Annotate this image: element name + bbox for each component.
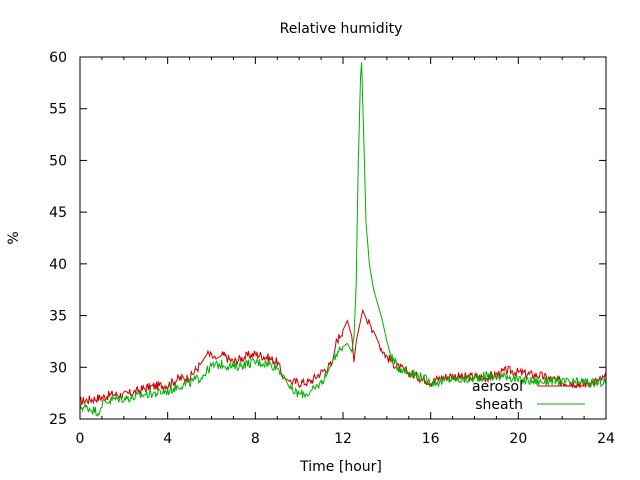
series-line-sheath	[79, 62, 607, 417]
x-tick-label: 12	[334, 431, 352, 447]
y-axis-label: %	[6, 231, 22, 244]
y-tick-label: 45	[49, 205, 67, 221]
x-tick-label: 8	[251, 431, 260, 447]
x-tick-label: 4	[163, 431, 172, 447]
chart-title: Relative humidity	[280, 21, 403, 37]
legend-label-aerosol: aerosol	[472, 379, 523, 395]
plot-frame	[79, 56, 607, 420]
x-tick-label: 0	[76, 431, 85, 447]
y-tick-label: 55	[49, 102, 67, 118]
axis-ticks: 0 4 8 12 16 20 24 25 30 35 40 45 50 55 60	[49, 50, 615, 447]
series-line-aerosol	[79, 308, 607, 406]
legend: aerosol sheath	[472, 379, 585, 413]
y-tick-label: 25	[49, 412, 67, 428]
legend-label-sheath: sheath	[475, 397, 523, 413]
x-axis-label: Time [hour]	[299, 459, 382, 475]
y-tick-label: 50	[49, 153, 67, 169]
y-tick-label: 60	[49, 50, 67, 66]
series-group	[79, 62, 607, 417]
x-tick-label: 20	[509, 431, 527, 447]
y-tick-label: 30	[49, 360, 67, 376]
y-tick-label: 40	[49, 257, 67, 273]
x-tick-label: 24	[597, 431, 615, 447]
x-tick-label: 16	[422, 431, 440, 447]
y-tick-label: 35	[49, 309, 67, 325]
